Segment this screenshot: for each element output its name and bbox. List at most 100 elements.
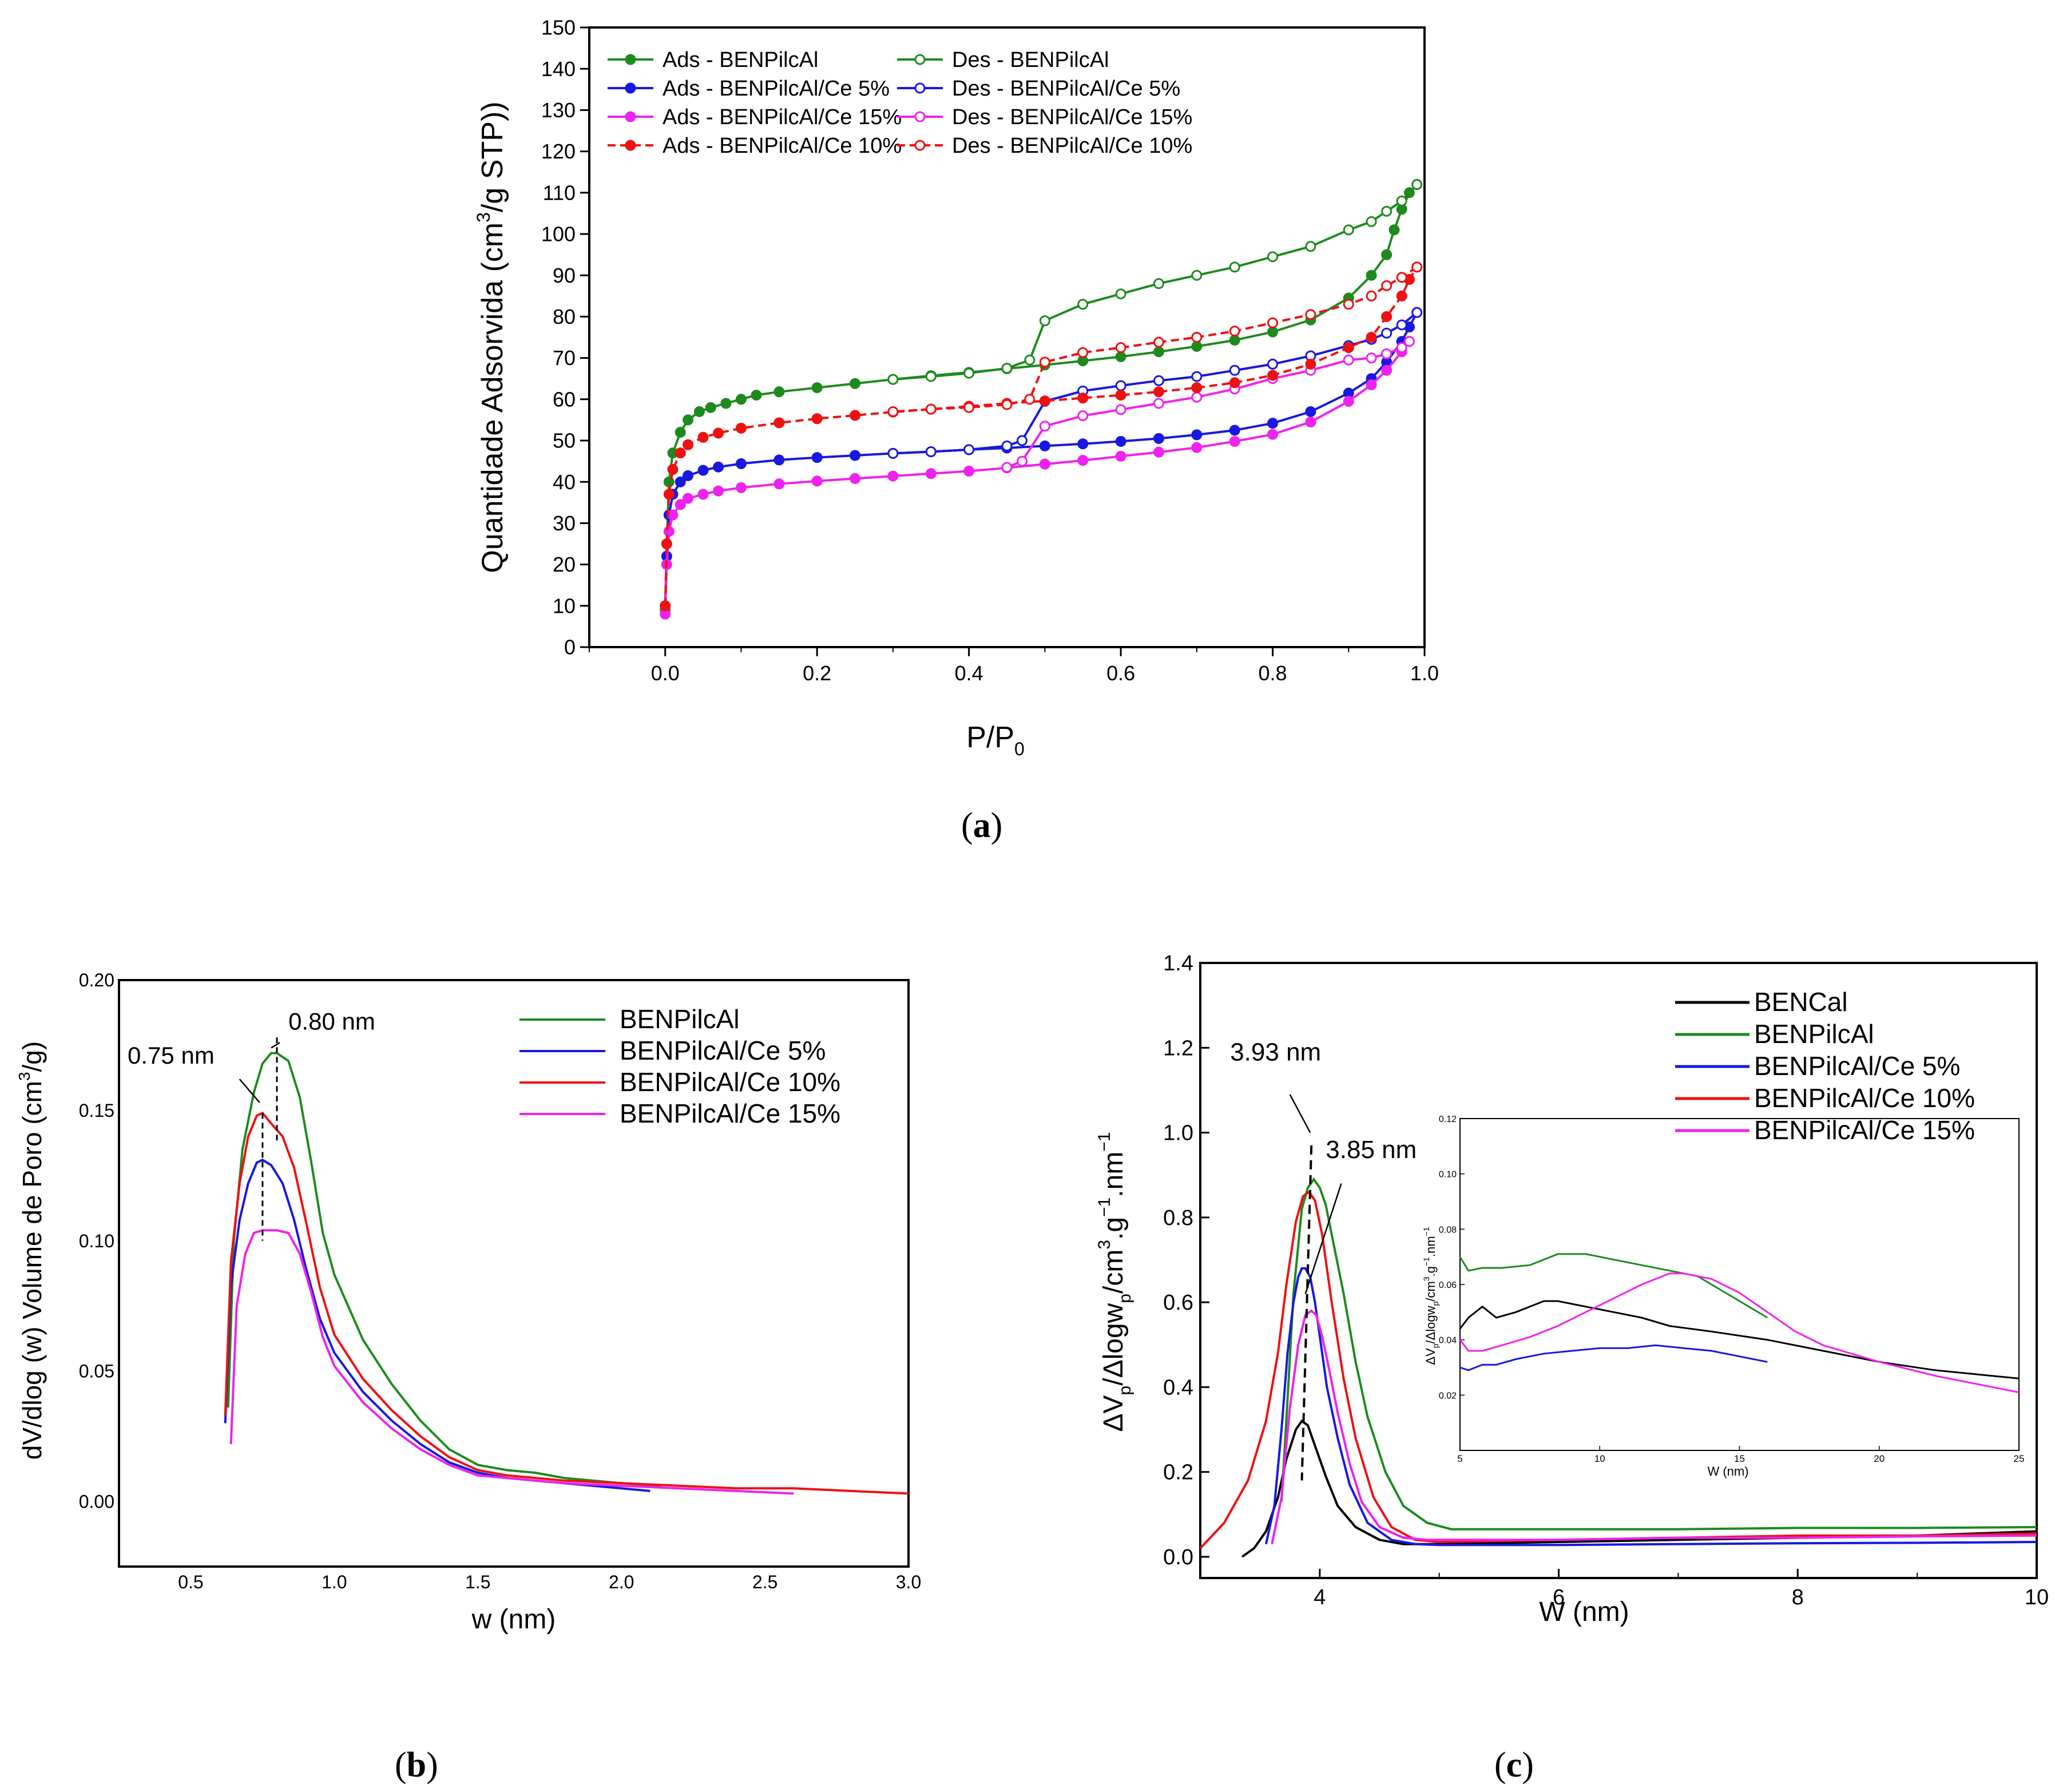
c-inset-ylabel-part: p — [1431, 1301, 1440, 1306]
a-legend-marker-4 — [625, 111, 636, 122]
a-point — [1153, 446, 1164, 458]
a-point — [1077, 455, 1089, 466]
a-point — [1305, 241, 1316, 252]
a-point — [1229, 335, 1240, 346]
a-point — [1381, 311, 1393, 322]
a-point — [1343, 395, 1354, 407]
c-ylabel-part: ΔV — [1098, 1395, 1129, 1432]
a-point — [735, 458, 747, 469]
a-point — [697, 431, 709, 443]
a-xlabel-sub: 0 — [1014, 739, 1025, 759]
a-point — [1191, 382, 1203, 394]
a-point — [1366, 216, 1377, 227]
c-ylabel-part: −1 — [1095, 1198, 1114, 1217]
a-point — [735, 422, 747, 434]
a-ytick-label-8: 80 — [553, 305, 576, 328]
a-point — [1039, 421, 1050, 432]
b-ylabel-sup: 3 — [15, 1072, 33, 1081]
a-point — [773, 417, 785, 429]
a-ytick-label-3: 30 — [553, 512, 576, 535]
a-legend-label-3: Des - BENPilcAl/Ce 5% — [952, 77, 1180, 101]
c-inset-xtick-label-1: 10 — [1594, 1453, 1605, 1464]
c-inset-ylabel-part: 3 — [1422, 1276, 1431, 1281]
a-point — [1403, 336, 1415, 347]
c-legend-label-0: BENCal — [1754, 987, 1848, 1017]
c-ytick-label-3: 0.6 — [1163, 1291, 1193, 1315]
b-xtick-label-1: 1.0 — [322, 1572, 347, 1592]
a-point — [1267, 326, 1279, 338]
a-xtick-label-5: 1.0 — [1410, 661, 1439, 685]
a-point — [1115, 342, 1126, 354]
a-point — [705, 402, 716, 413]
plot-frame-c — [1199, 962, 2038, 1579]
c-inset-ylabel: ΔVp/Δlogwp/cm3.g−1.nm−1 — [1422, 1227, 1440, 1365]
a-point — [925, 468, 937, 479]
a-point — [697, 465, 709, 476]
b-xtick-label-5: 3.0 — [896, 1572, 921, 1592]
a-ytick-label-14: 140 — [541, 57, 576, 81]
c-inset-ytick-label-5: 0.12 — [1439, 1115, 1457, 1124]
b-ytick-label-4: 0.20 — [79, 970, 114, 990]
a-ytick-label-13: 130 — [541, 98, 576, 122]
c-inset-ylabel-part: .nm — [1423, 1236, 1438, 1257]
c-ylabel-part: p — [1116, 1294, 1134, 1303]
a-legend-label-5: Des - BENPilcAl/Ce 15% — [952, 105, 1192, 129]
a-point — [1077, 299, 1089, 310]
a-point — [850, 378, 861, 389]
c-ylabel-part: −1 — [1095, 1132, 1114, 1151]
a-point — [751, 390, 762, 401]
b-legend-label-1: BENPilcAl/Ce 5% — [620, 1036, 826, 1065]
a-point — [1153, 398, 1164, 409]
a-ytick-label-6: 60 — [553, 387, 576, 411]
b-xtick-label-3: 2.0 — [609, 1572, 634, 1592]
a-point — [720, 398, 732, 409]
a-point — [811, 475, 823, 487]
c-inset-xtick-label-0: 5 — [1457, 1453, 1462, 1464]
a-ylabel-sup: 3 — [473, 212, 494, 223]
a-point — [1039, 356, 1050, 368]
a-point — [1077, 393, 1089, 404]
a-point — [811, 382, 823, 394]
c-xtick-label-1: 6 — [1553, 1585, 1565, 1609]
a-point — [683, 439, 694, 450]
c-inset-series-line-3 — [1459, 1272, 2020, 1393]
a-point — [1411, 307, 1423, 318]
a-point — [1381, 249, 1393, 260]
a-point — [1115, 288, 1126, 300]
c-inset-ylabel-part: ΔV — [1423, 1348, 1438, 1365]
a-point — [1388, 224, 1400, 236]
a-point — [1115, 404, 1126, 415]
a-xtick-label-1: 0.2 — [803, 661, 831, 685]
c-ytick-label-7: 1.4 — [1163, 951, 1193, 976]
a-point — [660, 600, 671, 612]
a-point — [663, 489, 675, 500]
a-point — [1396, 272, 1407, 283]
a-point — [1153, 433, 1164, 444]
a-series-5 — [1001, 336, 1415, 473]
a-point — [1001, 440, 1013, 451]
a-point — [1366, 379, 1377, 391]
a-point — [850, 410, 861, 421]
a-ytick-label-11: 110 — [543, 181, 576, 204]
c-series-line-1 — [1280, 1177, 2037, 1531]
a-legend-marker-0 — [625, 54, 636, 65]
a-ytick-label-0: 0 — [564, 636, 576, 659]
a-ytick-label-12: 120 — [541, 140, 576, 163]
a-point — [1381, 327, 1393, 339]
c-series-line-4 — [1271, 1309, 2037, 1545]
b-ylabel: dV/dlog (w) Volume de Poro (cm3/g) — [15, 1041, 47, 1460]
a-point — [1001, 462, 1013, 473]
c-inset-ytick-label-3: 0.08 — [1439, 1225, 1457, 1235]
a-legend-label-1: Des - BENPilcAl — [952, 48, 1109, 72]
a-point — [1039, 395, 1050, 407]
c-annotation-leader-0 — [1289, 1094, 1311, 1133]
c-inset-xtick-label-2: 15 — [1734, 1453, 1745, 1464]
c-ylabel-part: /Δlogw — [1098, 1303, 1129, 1385]
a-point — [1396, 195, 1407, 207]
a-point — [661, 538, 672, 549]
c-inset-series-line-1 — [1459, 1253, 1768, 1319]
c-ytick-label-1: 0.2 — [1163, 1461, 1193, 1485]
a-point — [1039, 458, 1050, 470]
a-legend-label-7: Des - BENPilcAl/Ce 10% — [952, 134, 1192, 158]
